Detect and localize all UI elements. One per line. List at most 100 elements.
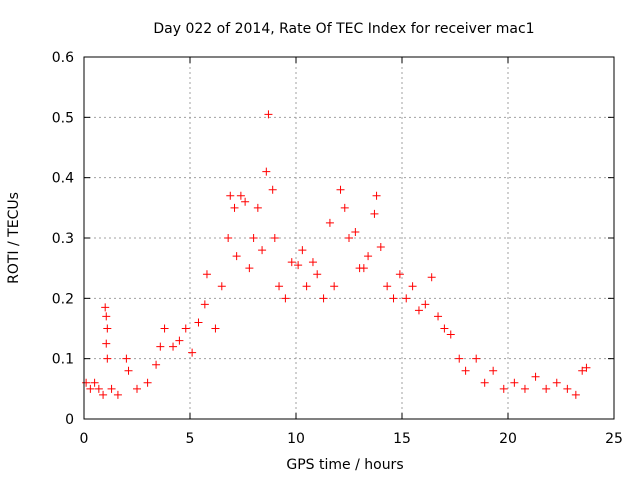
data-point: [194, 318, 203, 327]
data-point: [245, 264, 254, 273]
data-point: [90, 378, 99, 387]
data-point: [330, 282, 339, 291]
data-point: [552, 378, 561, 387]
data-point: [226, 191, 235, 200]
data-points: [82, 110, 591, 399]
chart-title: Day 022 of 2014, Rate Of TEC Index for r…: [153, 21, 534, 37]
data-point: [446, 330, 455, 339]
data-point: [122, 354, 131, 363]
data-point: [313, 270, 322, 279]
data-point: [408, 282, 417, 291]
x-tick-label: 0: [80, 431, 89, 447]
data-point: [571, 390, 580, 399]
data-point: [86, 384, 95, 393]
data-point: [275, 282, 284, 291]
data-point: [249, 234, 258, 242]
data-point: [582, 363, 591, 372]
data-point: [499, 384, 508, 393]
axis-ticks: [83, 56, 615, 420]
data-point: [455, 354, 464, 363]
data-point: [520, 384, 529, 393]
data-point: [370, 209, 379, 218]
data-point: [253, 203, 262, 212]
data-point: [188, 348, 197, 357]
data-point: [107, 384, 116, 393]
data-point: [156, 342, 165, 351]
data-point: [325, 218, 334, 227]
data-point: [262, 167, 271, 176]
data-point: [160, 324, 169, 333]
data-point: [440, 324, 449, 333]
data-point: [340, 203, 349, 212]
data-point: [169, 342, 178, 351]
data-point: [217, 282, 226, 291]
data-point: [133, 384, 141, 393]
y-tick-labels: 0 0.1 0.2 0.3 0.4 0.5 0.6: [52, 50, 74, 428]
data-point: [294, 261, 303, 270]
data-point: [372, 191, 381, 200]
data-point: [101, 303, 110, 312]
data-point: [421, 300, 430, 309]
data-point: [287, 258, 296, 267]
x-tick-label: 15: [393, 431, 411, 447]
data-point: [224, 234, 233, 242]
x-tick-labels: 0 5 10 15 20 25: [80, 431, 623, 447]
data-point: [563, 384, 572, 393]
data-point: [102, 339, 111, 348]
y-tick-label: 0.2: [52, 291, 74, 307]
data-point: [389, 294, 398, 303]
data-point: [434, 312, 443, 321]
data-point: [461, 366, 470, 375]
data-point: [336, 185, 345, 194]
data-point: [202, 270, 211, 279]
y-tick-label: 0.1: [52, 352, 74, 368]
data-point: [230, 203, 239, 212]
x-tick-label: 5: [186, 431, 195, 447]
data-point: [236, 191, 245, 200]
x-tick-label: 20: [499, 431, 517, 447]
data-point: [427, 273, 436, 282]
data-point: [264, 110, 273, 119]
data-point: [345, 234, 353, 242]
x-tick-label: 25: [605, 431, 623, 447]
data-point: [542, 384, 551, 393]
data-point: [181, 324, 190, 333]
y-axis-label: ROTI / TECUs: [6, 192, 22, 284]
data-point: [232, 252, 241, 261]
data-point: [383, 282, 392, 291]
data-point: [489, 366, 498, 375]
data-point: [402, 294, 411, 303]
data-point: [102, 312, 111, 321]
data-point: [143, 378, 152, 387]
data-point: [152, 360, 161, 369]
data-point: [414, 306, 423, 315]
data-point: [578, 366, 587, 375]
data-point: [270, 234, 279, 242]
y-tick-label: 0.6: [52, 50, 74, 66]
data-point: [200, 300, 209, 309]
data-point: [82, 378, 91, 387]
data-point: [298, 246, 307, 255]
data-point: [395, 270, 404, 279]
data-point: [472, 354, 481, 363]
y-tick-label: 0.3: [52, 231, 74, 247]
data-point: [103, 354, 112, 363]
data-point: [376, 243, 385, 252]
data-point: [319, 294, 328, 303]
data-point: [94, 384, 103, 393]
y-tick-label: 0.5: [52, 110, 74, 126]
y-tick-label: 0.4: [52, 171, 74, 187]
data-point: [99, 390, 108, 399]
data-point: [268, 185, 277, 194]
data-point: [364, 252, 373, 261]
data-point: [510, 378, 519, 387]
data-point: [531, 372, 540, 381]
data-point: [308, 258, 317, 267]
data-point: [351, 227, 360, 236]
y-tick-label: 0: [65, 412, 74, 428]
data-point: [124, 366, 133, 375]
x-tick-label: 10: [287, 431, 305, 447]
data-point: [302, 282, 311, 291]
data-point: [211, 324, 220, 333]
